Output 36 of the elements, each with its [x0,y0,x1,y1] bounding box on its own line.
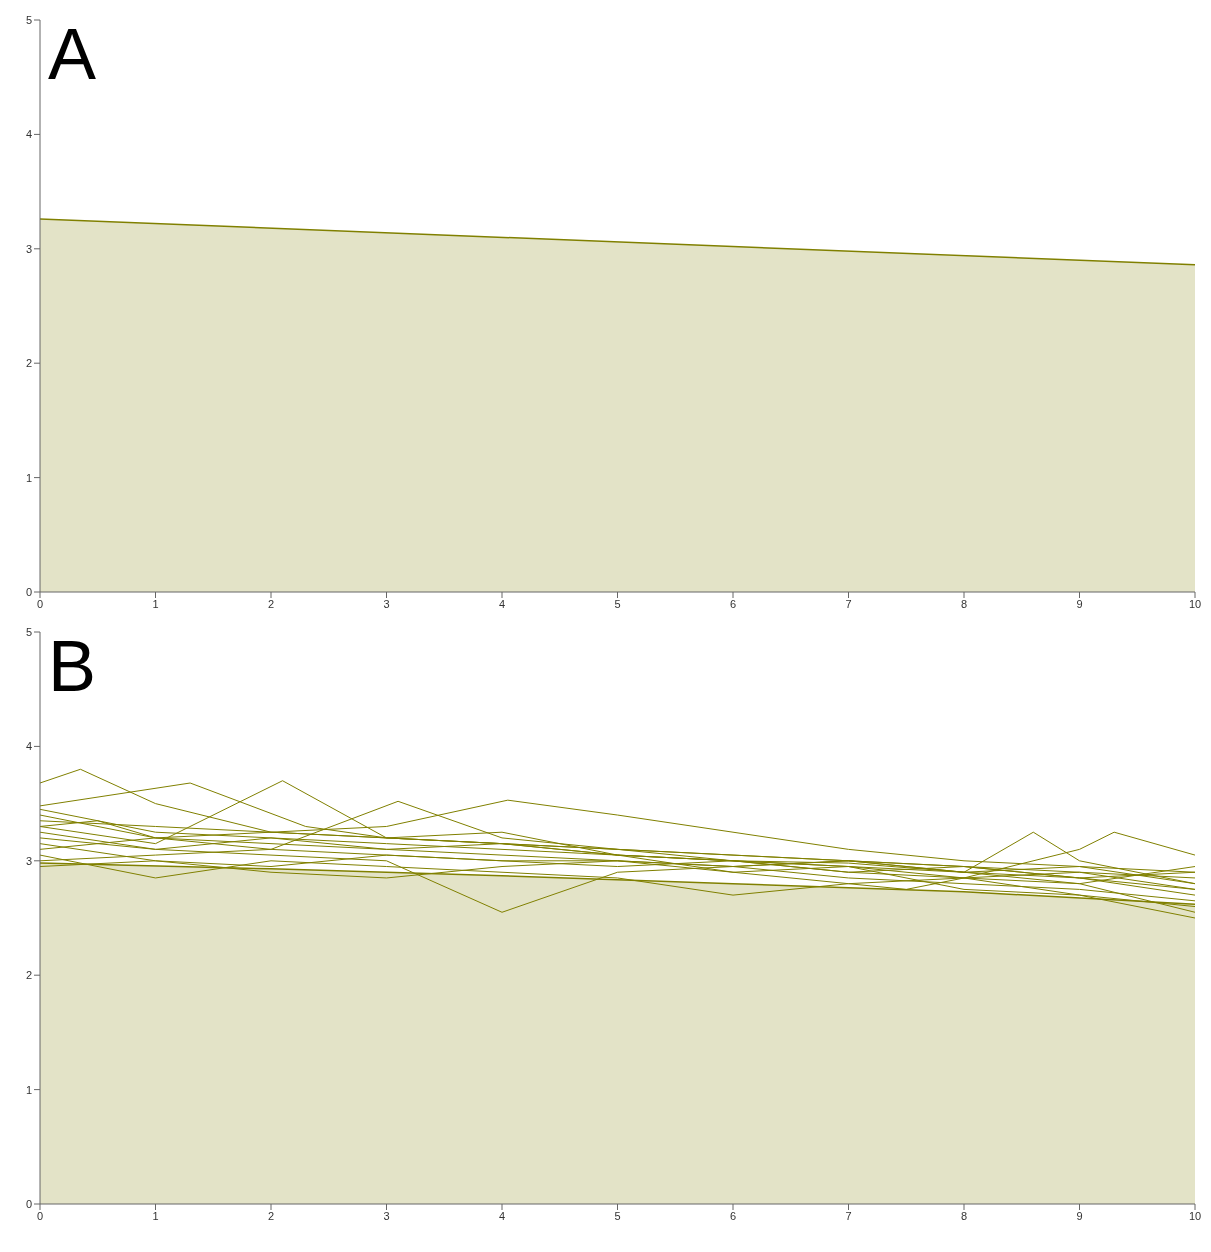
chart-title: B [48,626,97,706]
x-tick-label: 2 [267,1209,275,1222]
x-tick-label: 7 [845,597,852,610]
x-tick-label: 9 [1076,1209,1083,1222]
x-tick-label: 10 [1188,1209,1202,1222]
y-tick-label: 5 [25,13,32,26]
chart-title: A [48,14,97,94]
x-tick-label: 1 [152,1209,159,1222]
y-tick-label: 5 [25,625,32,638]
y-tick-label: 2 [25,357,32,370]
x-tick-label: 1 [152,597,159,610]
x-tick-label: 8 [960,597,968,610]
x-tick-label: 10 [1188,597,1202,610]
y-tick-label: 0 [25,1197,32,1210]
y-tick-label: 3 [25,242,32,255]
y-tick-label: 3 [25,854,32,867]
x-tick-label: 6 [729,597,737,610]
y-tick-label: 4 [25,128,32,141]
x-tick-label: 5 [614,597,621,610]
x-tick-label: 5 [614,1209,621,1222]
y-tick-label: 4 [25,740,32,753]
y-tick-label: 0 [25,585,32,598]
x-tick-label: 2 [267,597,275,610]
x-tick-label: 0 [36,1209,44,1222]
x-tick-label: 7 [845,1209,852,1222]
x-tick-label: 4 [498,1209,506,1222]
x-tick-label: 0 [36,597,44,610]
x-tick-label: 9 [1076,597,1083,610]
x-tick-label: 8 [960,1209,968,1222]
x-tick-label: 4 [498,597,506,610]
x-tick-label: 6 [729,1209,737,1222]
y-tick-label: 2 [25,969,32,982]
y-tick-label: 1 [25,1083,32,1096]
y-tick-label: 1 [25,471,32,484]
x-tick-label: 3 [383,597,390,610]
x-tick-label: 3 [383,1209,390,1222]
